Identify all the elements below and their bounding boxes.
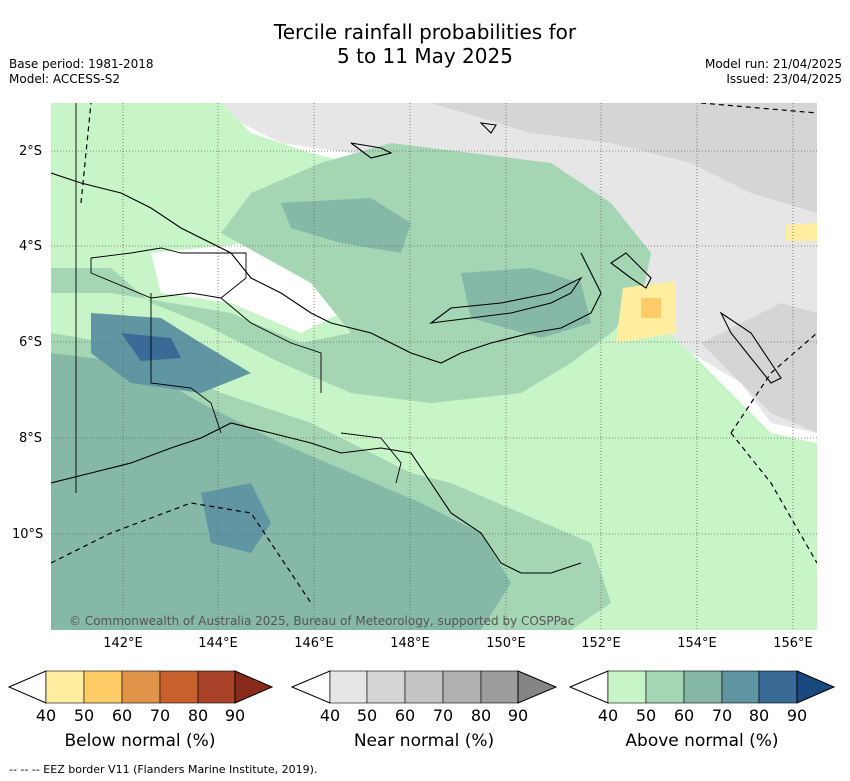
lat-label-10s: 10°S [12, 527, 44, 542]
near-tick-80: 80 [470, 706, 492, 725]
below-normal-40b [786, 223, 817, 241]
above-tick-90: 90 [786, 706, 808, 725]
province-borders [75, 103, 402, 493]
lon-label-152e: 152°E [581, 636, 621, 651]
near-tick-50: 50 [356, 706, 378, 725]
above-normal-60 [51, 353, 511, 630]
issued-date: Issued: 23/04/2025 [726, 72, 842, 86]
near-normal-region-2 [431, 103, 817, 213]
above-tick-50: 50 [635, 706, 657, 725]
model-run: Model run: 21/04/2025 [704, 57, 842, 71]
lon-label-142e: 142°E [103, 636, 143, 651]
model-name: Model: ACCESS-S2 [9, 72, 121, 86]
above-normal-60b [281, 198, 411, 253]
graticule [51, 103, 817, 630]
coastline [51, 122, 782, 574]
below-tick-70: 70 [149, 706, 171, 725]
above-tick-70: 70 [711, 706, 733, 725]
below-normal-label: Below normal (%) [64, 731, 216, 751]
map-svg [51, 103, 817, 630]
near-normal-label: Near normal (%) [353, 731, 495, 751]
near-tick-60: 60 [394, 706, 416, 725]
title-line-1: Tercile rainfall probabilities for [273, 20, 577, 44]
lon-label-154e: 154°E [677, 636, 717, 651]
near-tick-70: 70 [432, 706, 454, 725]
lon-label-148e: 148°E [390, 636, 430, 651]
below-normal-50 [641, 298, 661, 318]
above-normal-60c [461, 268, 591, 338]
lat-label-2s: 2°S [19, 144, 43, 159]
above-normal-label: Above normal (%) [625, 731, 779, 751]
below-tick-50: 50 [73, 706, 95, 725]
colorbar-below-normal [7, 670, 274, 704]
below-tick-40: 40 [35, 706, 57, 725]
below-tick-90: 90 [224, 706, 246, 725]
colorbar-near-normal [290, 670, 558, 704]
lat-label-6s: 6°S [19, 335, 43, 350]
lon-label-144e: 144°E [198, 636, 238, 651]
lat-label-8s: 8°S [19, 431, 43, 446]
meta-left: Base period: 1981-2018 Model: ACCESS-S2 [9, 57, 154, 87]
title-line-2: 5 to 11 May 2025 [337, 44, 513, 68]
below-tick-60: 60 [111, 706, 133, 725]
base-period: Base period: 1981-2018 [9, 57, 154, 71]
lon-label-146e: 146°E [294, 636, 334, 651]
above-tick-80: 80 [748, 706, 770, 725]
colorbars [7, 670, 836, 704]
colorbar-above-normal [568, 670, 836, 704]
near-tick-40: 40 [319, 706, 341, 725]
above-tick-60: 60 [673, 706, 695, 725]
eez-borders [51, 103, 817, 604]
above-normal-70b [201, 483, 271, 553]
lon-label-156e: 156°E [773, 636, 813, 651]
lat-label-4s: 4°S [19, 239, 43, 254]
probability-map [51, 103, 817, 630]
near-normal-region [221, 103, 817, 433]
eez-footnote: -- -- -- EEZ border V11 (Flanders Marine… [9, 763, 318, 776]
above-tick-40: 40 [597, 706, 619, 725]
map-title: Tercile rainfall probabilities for 5 to … [0, 20, 850, 68]
below-tick-80: 80 [187, 706, 209, 725]
copyright-credit: © Commonwealth of Australia 2025, Bureau… [69, 614, 575, 628]
lon-label-150e: 150°E [486, 636, 526, 651]
near-tick-90: 90 [507, 706, 529, 725]
meta-right: Model run: 21/04/2025 Issued: 23/04/2025 [705, 57, 842, 87]
